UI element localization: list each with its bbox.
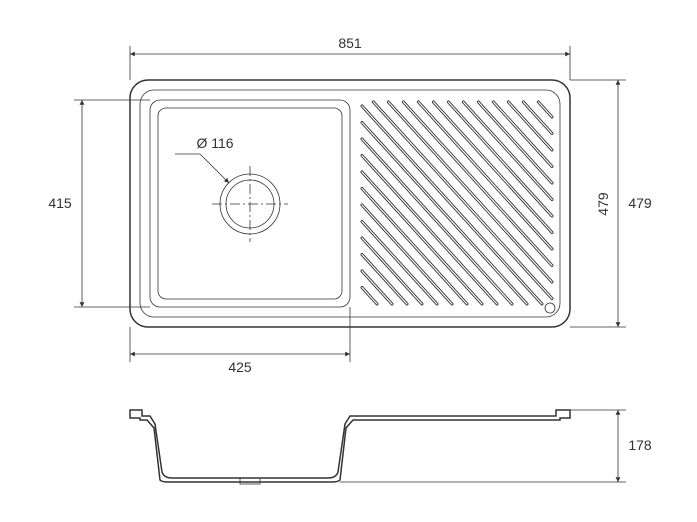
dim-178: 178 [628, 437, 652, 453]
overflow-hole [545, 303, 555, 313]
svg-text:479: 479 [628, 195, 652, 211]
side-view [130, 410, 570, 484]
dim-851: 851 [338, 35, 362, 51]
dim-425: 425 [228, 359, 252, 375]
drainer-ridges [362, 102, 552, 304]
dim-479: 479 [595, 192, 611, 216]
drain-dia-label: Ø 116 [196, 135, 233, 151]
side-profile [130, 410, 570, 482]
sink-drawing: Ø 116 851 479 479 415 425 [0, 0, 697, 522]
dim-415: 415 [48, 195, 72, 211]
top-view: Ø 116 [130, 80, 570, 327]
